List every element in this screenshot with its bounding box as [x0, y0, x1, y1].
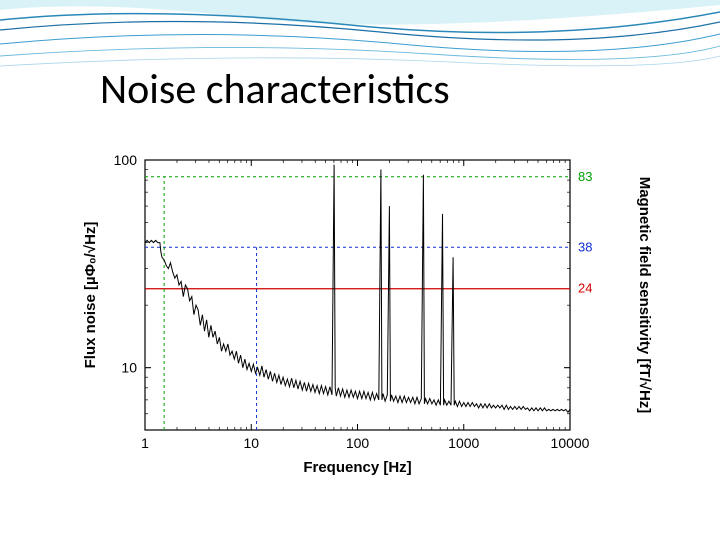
svg-text:Magnetic field sensitivity [fT: Magnetic field sensitivity [fT/√Hz]: [636, 177, 653, 414]
svg-text:1: 1: [141, 435, 149, 451]
svg-text:10000: 10000: [551, 435, 590, 451]
slide: Noise characteristics 110100100010000101…: [0, 0, 720, 540]
svg-text:Frequency [Hz]: Frequency [Hz]: [303, 459, 411, 476]
svg-text:1000: 1000: [448, 435, 479, 451]
svg-text:100: 100: [114, 152, 138, 168]
svg-text:10: 10: [243, 435, 259, 451]
svg-text:83: 83: [578, 169, 592, 184]
noise-chart: 1 10 100 1000 10000 10 100 83 38 24 Frequency [Hz]…: [60, 140, 660, 500]
svg-text:38: 38: [578, 239, 592, 254]
svg-text:10: 10: [121, 360, 137, 376]
slide-title: Noise characteristics: [100, 64, 450, 115]
svg-text:Flux noise [µΦ₀/√Hz]: Flux noise [µΦ₀/√Hz]: [82, 222, 99, 369]
svg-text:24: 24: [578, 281, 592, 296]
svg-text:100: 100: [346, 435, 370, 451]
